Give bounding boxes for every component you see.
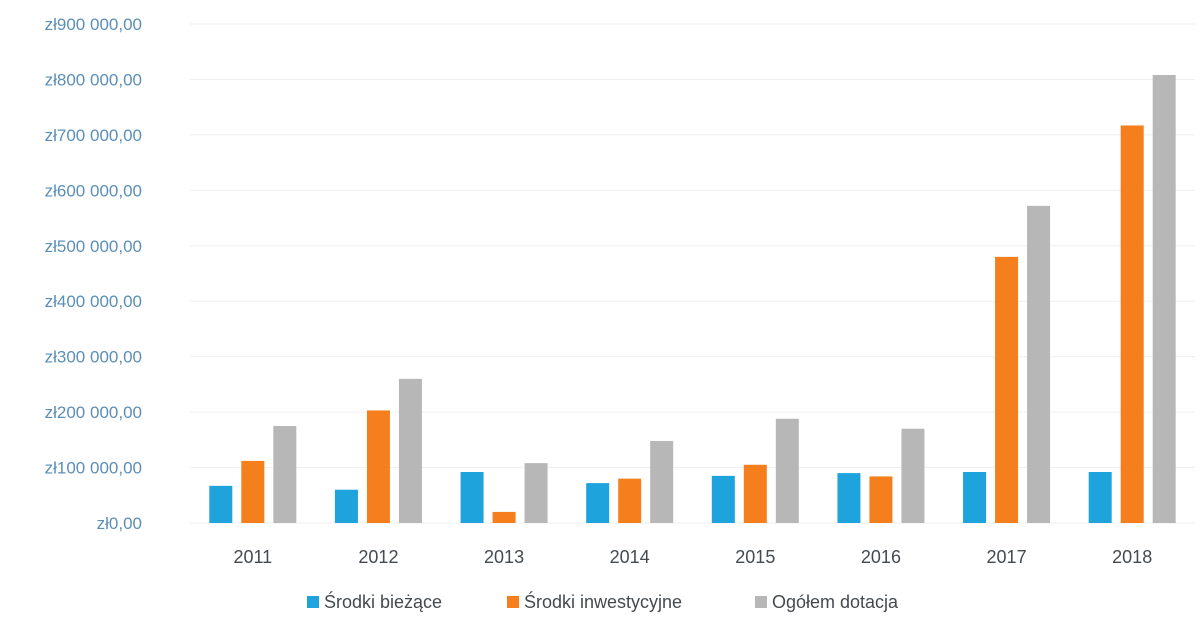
- legend-label: Środki inwestycyjne: [524, 591, 682, 612]
- bar: [209, 485, 233, 523]
- x-tick-label: 2016: [861, 547, 901, 567]
- x-tick-label: 2013: [484, 547, 524, 567]
- bar: [524, 463, 548, 523]
- y-tick-label: zł600 000,00: [45, 181, 142, 200]
- legend: Środki bieżące Środki inwestycyjne Ogółem …: [307, 591, 899, 612]
- bar: [241, 460, 265, 523]
- y-tick-label: zł900 000,00: [45, 15, 142, 34]
- bar: [398, 378, 422, 523]
- y-axis: zł0,00 zł100 000,00 zł200 000,00 zł300 000,…: [45, 15, 142, 533]
- bar: [460, 471, 484, 523]
- bar: [775, 418, 799, 523]
- bar: [1120, 125, 1144, 524]
- x-tick-label: 2015: [735, 547, 775, 567]
- bar: [963, 471, 987, 523]
- y-tick-label: zł100 000,00: [45, 459, 142, 478]
- y-tick-label: zł700 000,00: [45, 126, 142, 145]
- bar: [1088, 471, 1112, 523]
- x-tick-label: 2012: [358, 547, 398, 567]
- legend-label: Ogółem dotacja: [772, 592, 899, 612]
- y-tick-label: zł500 000,00: [45, 237, 142, 256]
- bar: [743, 464, 767, 523]
- x-axis: 2011 2012 2013 2014 2015 2016 2017 2018: [233, 547, 1152, 567]
- y-tick-label: zł400 000,00: [45, 292, 142, 311]
- bar: [586, 483, 610, 523]
- y-tick-label: zł200 000,00: [45, 403, 142, 422]
- bar: [366, 410, 390, 523]
- bar: [869, 476, 893, 523]
- y-tick-label: zł300 000,00: [45, 348, 142, 367]
- bar: [1027, 205, 1051, 523]
- bars: [209, 75, 1176, 524]
- bar: [492, 511, 516, 523]
- bar: [618, 478, 642, 523]
- bar: [1152, 75, 1176, 524]
- bar: [334, 489, 358, 523]
- bar: [711, 475, 735, 523]
- legend-swatch: [755, 596, 767, 608]
- x-tick-label: 2017: [987, 547, 1027, 567]
- bar: [901, 428, 925, 523]
- gridlines: [190, 23, 1195, 524]
- bar: [995, 256, 1019, 523]
- legend-label: Środki bieżące: [324, 591, 442, 612]
- y-tick-label: zł0,00: [97, 514, 142, 533]
- bar: [273, 425, 297, 523]
- y-tick-label: zł800 000,00: [45, 70, 142, 89]
- x-tick-label: 2014: [610, 547, 650, 567]
- bar: [650, 440, 674, 523]
- legend-swatch: [307, 596, 319, 608]
- legend-swatch: [507, 596, 519, 608]
- bar: [837, 473, 861, 523]
- x-tick-label: 2018: [1112, 547, 1152, 567]
- x-tick-label: 2011: [233, 547, 272, 567]
